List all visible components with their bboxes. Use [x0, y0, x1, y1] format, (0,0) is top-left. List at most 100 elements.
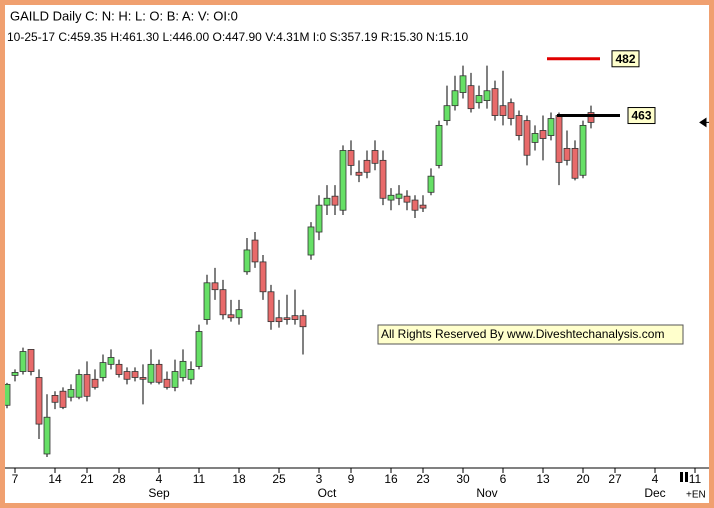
candle-body	[339, 150, 347, 211]
candle-body	[203, 282, 211, 320]
candle-body	[539, 130, 547, 139]
candle-body	[387, 194, 395, 201]
month-label: Nov	[476, 486, 497, 500]
candle-body	[403, 195, 411, 203]
candle-body	[155, 363, 163, 383]
x-tick-label: 28	[112, 472, 126, 486]
x-tick-label: 11	[689, 472, 702, 486]
candle-body	[67, 389, 75, 398]
corner-label: +EN	[686, 490, 706, 501]
candle-body	[299, 315, 307, 328]
candle-body	[499, 105, 507, 116]
candle-body	[435, 124, 443, 166]
candle-body	[307, 226, 315, 256]
candle-body	[547, 118, 555, 136]
candle-body	[411, 199, 419, 211]
x-tick-label: 23	[416, 472, 430, 486]
candle-body	[395, 193, 403, 199]
x-tick-label: 7	[12, 472, 19, 486]
candle-body	[459, 75, 467, 93]
level-label-box	[627, 107, 656, 125]
candle-body	[123, 371, 131, 380]
candle-body	[139, 377, 147, 380]
candle-body	[571, 147, 579, 179]
x-tick-label: 27	[608, 472, 622, 486]
x-tick-label: 9	[348, 472, 355, 486]
x-tick-label: 3	[316, 472, 323, 486]
candle-body	[179, 360, 187, 378]
x-tick-label: 16	[384, 472, 398, 486]
last-price-marker	[699, 117, 709, 128]
candle-body	[507, 102, 515, 119]
candle-body	[475, 95, 483, 104]
x-tick-label: 4	[652, 472, 659, 486]
candle-body	[371, 150, 379, 164]
candle-body	[19, 351, 27, 372]
candle-body	[491, 88, 499, 116]
x-tick-label: 6	[500, 472, 507, 486]
candle-body	[251, 239, 259, 263]
candle-body	[315, 204, 323, 233]
marker	[685, 472, 688, 482]
candle-body	[163, 378, 171, 388]
candle-body	[35, 377, 43, 425]
candle-body	[467, 85, 475, 110]
candle-body	[11, 372, 19, 376]
candle-body	[275, 317, 283, 323]
level-label: 463	[631, 109, 651, 123]
candle-body	[235, 309, 243, 319]
candle-body	[83, 374, 91, 397]
candle-body	[355, 171, 363, 176]
candle-body	[283, 317, 291, 320]
candle-body	[115, 363, 123, 375]
candle-body	[347, 150, 355, 166]
chart-title: GAILD Daily C: N: H: L: O: B: A: V: OI:0	[10, 8, 238, 23]
month-label: Sep	[148, 486, 170, 500]
candle-body	[419, 204, 427, 209]
marker	[680, 472, 683, 482]
candle-body	[531, 133, 539, 143]
candle-body	[75, 374, 83, 398]
candle-body	[187, 369, 195, 380]
candle-body	[427, 175, 435, 193]
candle-body	[563, 147, 571, 161]
candle-body	[43, 416, 51, 455]
x-tick-label: 18	[232, 472, 246, 486]
x-tick-label: 20	[576, 472, 590, 486]
candle-body	[91, 378, 99, 388]
x-tick-label: 11	[193, 472, 206, 486]
candle-body	[227, 314, 235, 319]
candle-body	[291, 315, 299, 320]
candle-body	[59, 390, 67, 408]
candle-body	[523, 120, 531, 156]
candle-body	[331, 195, 339, 206]
candle-body	[379, 159, 387, 199]
watermark: All Rights Reserved By www.Diveshtechana…	[381, 327, 664, 341]
x-tick-label: 13	[536, 472, 550, 486]
candle-body	[323, 197, 331, 206]
candle-body	[107, 357, 115, 365]
level-label: 482	[615, 52, 635, 66]
candle-body	[259, 261, 267, 293]
candle-body	[555, 115, 563, 163]
chart-subtitle: 10-25-17 C:459.35 H:461.30 L:446.00 O:44…	[7, 30, 469, 44]
candle-body	[243, 249, 251, 273]
level-label-box	[611, 50, 640, 68]
candle-body	[483, 90, 491, 101]
x-tick-label: 14	[48, 472, 62, 486]
x-tick-label: 25	[272, 472, 286, 486]
watermark-box	[377, 324, 684, 345]
month-label: Dec	[644, 486, 665, 500]
x-tick-label: 30	[456, 472, 470, 486]
x-tick-label: 4	[156, 472, 163, 486]
candle-body	[267, 291, 275, 323]
month-label: Oct	[318, 486, 337, 500]
plot-area: 7 14 21 28 4 11 18 25 3 9 16 23 30 6 13 20 27 4 11 Sep Oct No…	[3, 65, 702, 500]
candle-body	[171, 371, 179, 388]
x-tick-label: 21	[80, 472, 94, 486]
candle-body	[515, 115, 523, 136]
candle-body	[219, 289, 227, 316]
